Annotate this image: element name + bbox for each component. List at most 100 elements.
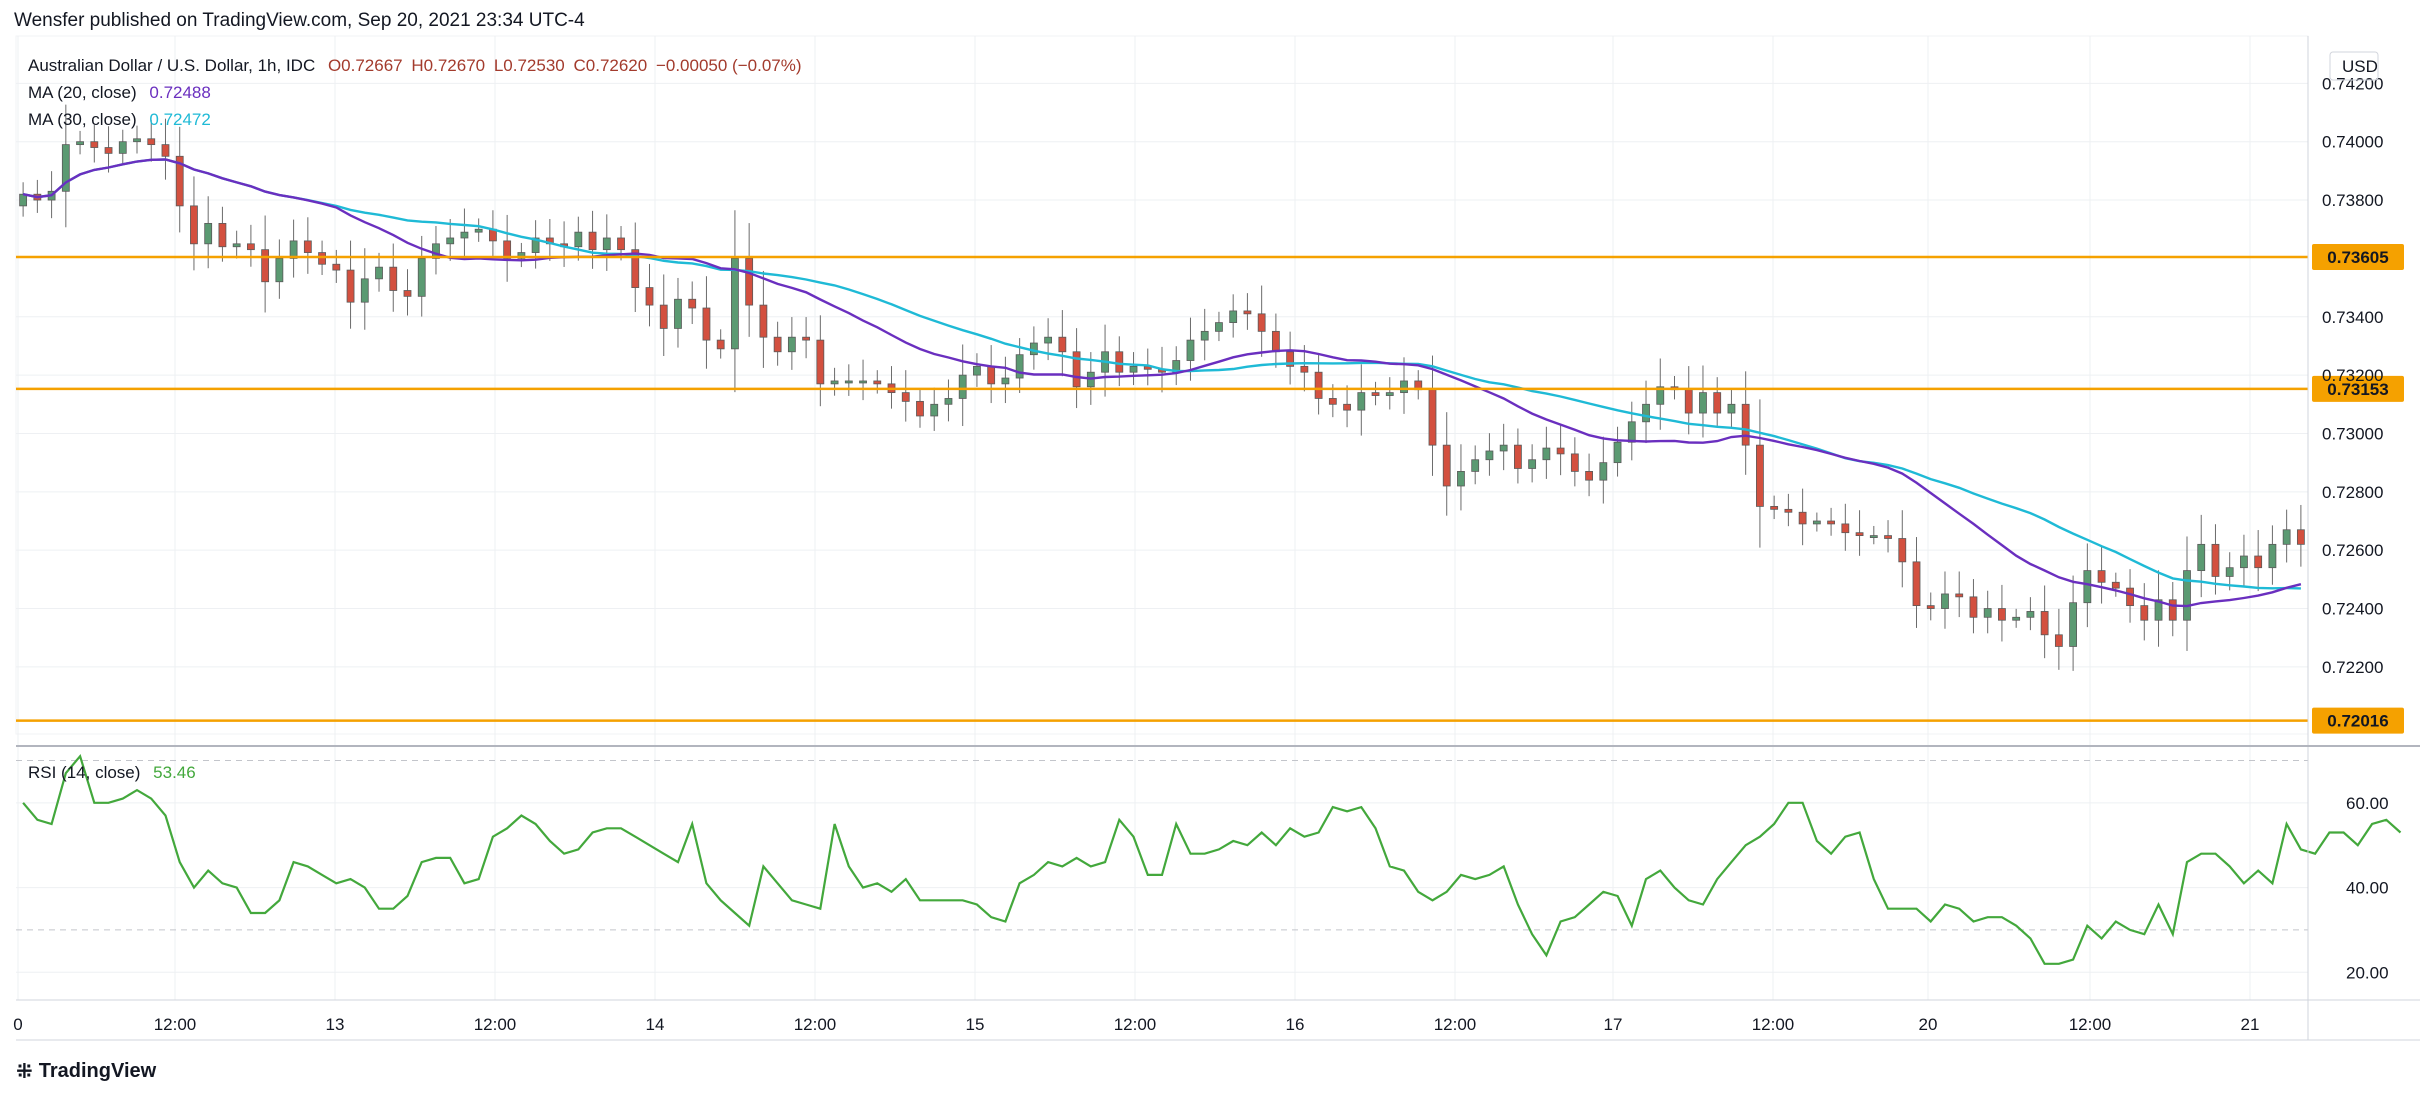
time-tick-label: 15 (966, 1015, 985, 1034)
ma30-line (22, 158, 2301, 590)
candle-body (731, 258, 739, 350)
candle-body (417, 258, 426, 297)
footer-brand[interactable]: ⁜ TradingView (16, 1059, 156, 1084)
candle-body (787, 336, 796, 353)
brand-name: TradingView (38, 1060, 157, 1082)
candle-body (90, 141, 99, 148)
rsi-line (22, 753, 2402, 965)
candle-body (1314, 371, 1323, 399)
candle-body (1286, 351, 1295, 367)
candle-body (987, 365, 996, 385)
price-tick-label: 0.72600 (2322, 541, 2383, 560)
time-tick-label: 12:00 (2069, 1015, 2112, 1034)
candle-body (2211, 543, 2220, 577)
candle-body (2183, 570, 2191, 621)
candle-body (1741, 403, 1750, 446)
candle-body (246, 243, 255, 251)
horizontal-levels: 0.73605 0.73153 0.72016 (16, 243, 2404, 734)
candle-body (446, 237, 455, 245)
candle-body (1983, 608, 1992, 618)
candle-body (161, 144, 170, 157)
candle-body (1955, 593, 1964, 598)
candle-body (1998, 608, 2006, 621)
candle-body (859, 380, 867, 384)
candle-body (1485, 450, 1494, 461)
time-tick-label: 21 (2241, 1015, 2260, 1034)
candle-body (1343, 403, 1351, 411)
candle-body (1556, 447, 1565, 455)
candle-body (346, 269, 355, 303)
candle-body (61, 144, 70, 192)
symbol-legend: Australian Dollar / U.S. Dollar, 1h, IDC… (28, 56, 810, 76)
candle-body (360, 278, 369, 303)
candle-body (175, 155, 184, 207)
currency-box (2329, 51, 2379, 81)
candle-body (916, 400, 924, 417)
candle-body (802, 336, 810, 341)
level-price-tag (2312, 243, 2404, 270)
candle-body (1442, 444, 1451, 487)
moving-average-lines (22, 158, 2302, 608)
candle-body (631, 249, 640, 288)
candle-body (1400, 380, 1408, 394)
price-tick-label: 0.72400 (2322, 600, 2383, 619)
candle-body (816, 339, 825, 385)
candle-body (2154, 599, 2163, 621)
ma20-label: MA (20, close) (28, 83, 137, 102)
tradingview-logo-icon: ⁜ (16, 1061, 33, 1083)
grid-lines (15, 35, 2309, 1000)
ma30-value: 0.72472 (149, 110, 211, 129)
ma20-value: 0.72488 (149, 83, 211, 102)
candle-body (645, 287, 654, 306)
candle-body (332, 263, 341, 271)
level-price-label: 0.72016 (2327, 712, 2388, 731)
candle-body (1941, 593, 1949, 609)
candle-body (1457, 471, 1465, 487)
candle-body (261, 249, 270, 283)
rsi-legend[interactable]: RSI (14, close) 53.46 (28, 763, 204, 783)
time-tick-label: 12:00 (474, 1015, 517, 1034)
candle-body (2240, 555, 2248, 569)
ma30-legend[interactable]: MA (30, close) 0.72472 (28, 110, 219, 130)
candle-body (1969, 596, 1978, 618)
candle-body (1514, 444, 1522, 469)
candle-body (1656, 386, 1665, 405)
candle-body (773, 336, 782, 353)
candle-body (1827, 520, 1835, 525)
price-tick-label: 0.74200 (2322, 74, 2383, 93)
candle-body (844, 380, 853, 384)
candle-body (1357, 392, 1366, 411)
candle-body (1613, 441, 1622, 464)
candle-body (289, 240, 298, 259)
candle-body (1770, 506, 1779, 510)
candle-body (76, 141, 84, 146)
candle-body (1243, 310, 1252, 315)
rsi-pane: 60.00 40.00 20.00 (16, 753, 2402, 982)
candle-body (232, 243, 241, 248)
candle-body (2054, 634, 2063, 647)
candle-body (1215, 322, 1223, 332)
candle-body (901, 392, 910, 402)
currency-label: USD (2342, 57, 2378, 76)
candle-body (1884, 535, 1892, 539)
candle-body (2254, 555, 2263, 569)
candle-body (2111, 581, 2120, 589)
candle-body (702, 307, 711, 341)
candle-body (1869, 535, 1878, 538)
time-tick-label: 17 (1604, 1015, 1623, 1034)
candle-body (659, 304, 668, 329)
time-tick-label: 14 (646, 1015, 665, 1034)
candle-body (1058, 336, 1067, 353)
candle-body (1371, 392, 1380, 396)
candle-body (1271, 330, 1280, 353)
candle-body (1542, 447, 1551, 461)
ma20-legend[interactable]: MA (20, close) 0.72488 (28, 83, 219, 103)
candle-body (218, 222, 227, 248)
candle-body (2225, 567, 2234, 577)
candle-body (1044, 336, 1053, 344)
price-tick-label: 0.74000 (2322, 133, 2383, 152)
time-tick-label: 12:00 (794, 1015, 837, 1034)
level-price-label: 0.73605 (2327, 248, 2388, 267)
ohlc-change: −0.00050 (−0.07%) (655, 56, 802, 75)
